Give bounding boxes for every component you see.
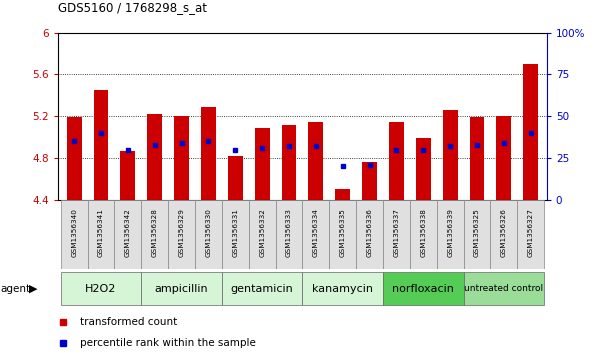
Bar	[356, 200, 383, 269]
Bar	[249, 200, 276, 269]
Bar	[464, 200, 491, 269]
Text: GSM1356331: GSM1356331	[232, 208, 238, 257]
Bar	[120, 151, 135, 200]
Bar	[524, 64, 538, 200]
Bar	[362, 162, 377, 200]
Bar	[60, 272, 141, 305]
Text: norfloxacin: norfloxacin	[392, 284, 454, 294]
Text: GSM1356329: GSM1356329	[178, 208, 185, 257]
Bar	[222, 272, 302, 305]
Bar	[93, 90, 108, 200]
Bar	[60, 200, 87, 269]
Text: GSM1356333: GSM1356333	[286, 208, 292, 257]
Bar	[114, 200, 141, 269]
Bar	[201, 107, 216, 200]
Text: GSM1356325: GSM1356325	[474, 208, 480, 257]
Bar	[464, 272, 544, 305]
Text: GSM1356335: GSM1356335	[340, 208, 346, 257]
Text: GSM1356341: GSM1356341	[98, 208, 104, 257]
Bar	[389, 122, 404, 200]
Text: ampicillin: ampicillin	[155, 284, 208, 294]
Bar	[497, 116, 511, 200]
Bar	[195, 200, 222, 269]
Text: ▶: ▶	[29, 284, 38, 294]
Bar	[222, 200, 249, 269]
Text: GSM1356330: GSM1356330	[205, 208, 211, 257]
Bar	[302, 272, 383, 305]
Text: gentamicin: gentamicin	[231, 284, 293, 294]
Text: untreated control: untreated control	[464, 284, 543, 293]
Bar	[168, 200, 195, 269]
Text: percentile rank within the sample: percentile rank within the sample	[80, 338, 256, 348]
Text: GSM1356332: GSM1356332	[259, 208, 265, 257]
Bar	[329, 200, 356, 269]
Bar	[255, 128, 269, 200]
Text: GSM1356336: GSM1356336	[367, 208, 373, 257]
Text: GSM1356334: GSM1356334	[313, 208, 319, 257]
Bar	[147, 114, 162, 200]
Text: GSM1356327: GSM1356327	[528, 208, 534, 257]
Bar	[443, 110, 458, 200]
Bar	[309, 122, 323, 200]
Bar	[174, 116, 189, 200]
Text: GSM1356338: GSM1356338	[420, 208, 426, 257]
Text: GSM1356326: GSM1356326	[501, 208, 507, 257]
Text: GSM1356342: GSM1356342	[125, 208, 131, 257]
Text: GSM1356340: GSM1356340	[71, 208, 77, 257]
Bar	[518, 200, 544, 269]
Bar	[383, 272, 464, 305]
Bar	[383, 200, 410, 269]
Text: GDS5160 / 1768298_s_at: GDS5160 / 1768298_s_at	[58, 1, 207, 15]
Text: GSM1356328: GSM1356328	[152, 208, 158, 257]
Bar	[282, 125, 296, 200]
Bar	[87, 200, 114, 269]
Bar	[410, 200, 437, 269]
Bar	[491, 200, 518, 269]
Bar	[228, 156, 243, 200]
Bar	[437, 200, 464, 269]
Bar	[276, 200, 302, 269]
Bar	[67, 117, 81, 200]
Text: GSM1356339: GSM1356339	[447, 208, 453, 257]
Text: agent: agent	[1, 284, 31, 294]
Bar	[302, 200, 329, 269]
Bar	[470, 117, 485, 200]
Text: kanamycin: kanamycin	[312, 284, 373, 294]
Text: GSM1356337: GSM1356337	[393, 208, 400, 257]
Bar	[416, 138, 431, 200]
Bar	[141, 200, 168, 269]
Text: H2O2: H2O2	[86, 284, 117, 294]
Bar	[335, 189, 350, 200]
Bar	[141, 272, 222, 305]
Text: transformed count: transformed count	[80, 317, 177, 327]
